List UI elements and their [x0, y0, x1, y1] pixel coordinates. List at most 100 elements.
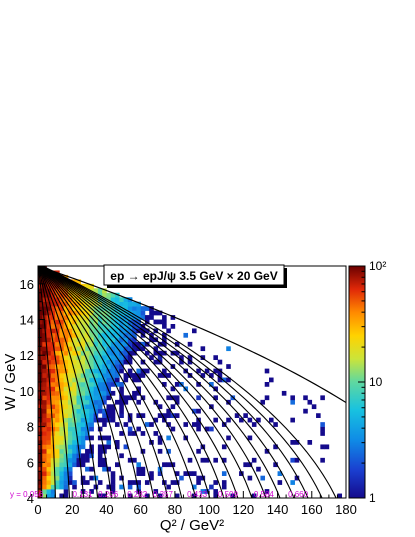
heatmap-cell — [38, 480, 43, 485]
y-tick-label: 16 — [20, 277, 34, 292]
heatmap-cell — [85, 448, 90, 454]
heatmap-cell — [200, 373, 206, 378]
heatmap-cell — [132, 324, 137, 329]
heatmap-cell — [59, 422, 64, 427]
heatmap-cell — [89, 301, 94, 307]
heatmap-cell — [110, 471, 116, 476]
heatmap-cell — [136, 319, 141, 325]
heatmap-cell — [76, 328, 82, 334]
heatmap-cell — [320, 431, 325, 436]
heatmap-cell — [46, 457, 52, 463]
heatmap-cell — [115, 382, 120, 387]
heatmap-cell — [132, 373, 137, 378]
heatmap-cell — [72, 390, 77, 396]
heatmap-cell — [42, 315, 47, 320]
heatmap-cell — [127, 368, 133, 374]
heatmap-cell — [136, 306, 141, 311]
heatmap-cell — [63, 324, 69, 329]
heatmap-cell — [50, 310, 56, 316]
heatmap-cell — [221, 480, 227, 485]
heatmap-cell — [67, 422, 73, 427]
heatmap-cell — [162, 368, 167, 374]
heatmap-cell — [102, 350, 107, 356]
heatmap-cell — [76, 341, 82, 347]
heatmap-cell — [80, 395, 86, 401]
heatmap-cell — [85, 413, 90, 418]
heatmap-cell — [72, 341, 77, 347]
heatmap-cell — [93, 328, 99, 334]
heatmap-cell — [136, 324, 141, 329]
heatmap-cell — [157, 373, 163, 378]
heatmap-cell — [89, 435, 94, 441]
heatmap-cell — [85, 373, 90, 378]
heatmap-cell — [136, 480, 141, 485]
x-tick-label: 160 — [301, 502, 323, 517]
heatmap-cell — [59, 484, 64, 490]
heatmap-cell — [213, 493, 218, 498]
heatmap-cell — [256, 466, 261, 472]
heatmap-cell — [50, 373, 56, 378]
y-axis-label: W / GeV — [2, 354, 19, 411]
heatmap-cell — [55, 426, 60, 432]
heatmap-cell — [80, 319, 86, 325]
heatmap-cell — [38, 462, 43, 468]
heatmap-cell — [170, 462, 176, 468]
heatmap-cell — [174, 493, 180, 498]
heatmap-cell — [80, 453, 86, 459]
heatmap-cell — [93, 386, 99, 392]
heatmap-cell — [85, 283, 90, 289]
heatmap-cell — [93, 364, 99, 369]
heatmap-cell — [42, 440, 47, 445]
heatmap-cell — [63, 341, 69, 347]
heatmap-cell — [59, 395, 64, 401]
heatmap-cell — [55, 359, 60, 365]
heatmap-cell — [80, 297, 86, 302]
heatmap-cell — [42, 475, 47, 481]
heatmap-cell — [157, 404, 163, 410]
heatmap-cell — [85, 377, 90, 383]
heatmap-cell — [42, 453, 47, 459]
heatmap-cell — [59, 377, 64, 383]
heatmap-cell — [38, 448, 43, 454]
heatmap-cell — [102, 373, 107, 378]
heatmap-cell — [102, 328, 107, 334]
heatmap-cell — [123, 444, 129, 450]
y-contour-line — [40, 266, 211, 498]
y-contour-line — [41, 266, 267, 498]
heatmap-cell — [59, 355, 64, 360]
heatmap-cell — [55, 462, 60, 468]
heatmap-cell — [290, 417, 295, 423]
heatmap-cell — [85, 453, 90, 459]
heatmap-cell — [97, 359, 103, 365]
heatmap-cell — [213, 417, 218, 423]
heatmap-cell — [136, 377, 141, 383]
heatmap-cell — [110, 328, 116, 334]
heatmap-cell — [162, 382, 167, 387]
heatmap-cell — [196, 480, 201, 485]
heatmap-cell — [72, 364, 77, 369]
heatmap-cell — [72, 404, 77, 410]
heatmap-cell — [149, 315, 154, 320]
heatmap-cell — [140, 346, 146, 352]
heatmap-cell — [136, 301, 141, 307]
heatmap-cell — [63, 292, 69, 298]
heatmap-cell — [183, 471, 189, 476]
heatmap-cell — [89, 373, 94, 378]
heatmap-cell — [59, 444, 64, 450]
heatmap-cell — [93, 350, 99, 356]
heatmap-cell — [46, 448, 52, 454]
heatmap-cell — [89, 404, 94, 410]
heatmap-cell — [59, 373, 64, 378]
heatmap-cell — [119, 332, 124, 338]
heatmap-cell — [166, 395, 171, 401]
heatmap-cell — [192, 471, 197, 476]
heatmap-cell — [110, 319, 116, 325]
heatmap-cell — [46, 346, 52, 352]
heatmap-cell — [46, 489, 52, 494]
heatmap-cell — [93, 355, 99, 360]
heatmap-cell — [251, 493, 257, 498]
heatmap-cell — [76, 332, 82, 338]
heatmap-cell — [46, 301, 52, 307]
colorbar-tick-label: 1 — [369, 491, 376, 505]
